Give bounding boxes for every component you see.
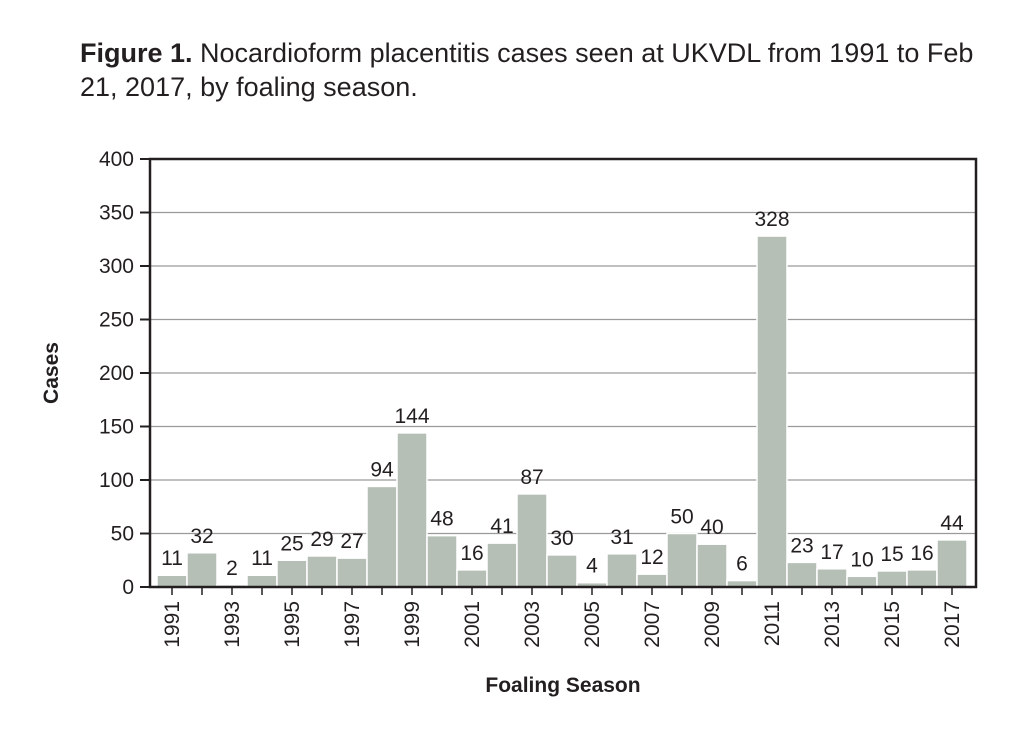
data-label-1992: 32 — [190, 525, 213, 548]
bar-2003 — [516, 493, 548, 588]
bar-2002 — [486, 542, 518, 588]
data-label-2011: 328 — [754, 208, 789, 231]
data-label-2001: 16 — [460, 542, 483, 565]
data-label-1996: 29 — [310, 528, 333, 551]
bars — [156, 235, 968, 588]
bar-2006 — [606, 553, 638, 588]
bar-2016 — [906, 569, 938, 588]
data-label-1999: 144 — [394, 405, 429, 428]
data-label-1995: 25 — [280, 532, 303, 555]
x-tick-label: 2009 — [701, 601, 724, 648]
x-tick-label: 2001 — [461, 601, 484, 648]
data-label-2016: 16 — [910, 542, 933, 565]
data-label-2010: 6 — [736, 553, 748, 576]
x-tick-label: 1995 — [281, 601, 304, 648]
data-labels: 11 32 2 11 25 29 27 94 144 48 16 41 87 30 4 31 12 50 40 6 32… — [161, 208, 964, 580]
x-tick-label: 1993 — [221, 601, 244, 648]
data-label-2009: 40 — [700, 516, 723, 539]
x-axis: 1991 1993 1995 1997 1999 2001 2003 2005 2007 2009… — [161, 587, 964, 648]
data-label-2014: 10 — [850, 548, 873, 571]
bar-2017 — [936, 539, 968, 588]
bar-2012 — [786, 561, 818, 588]
y-axis: 0 50 100 150 200 250 300 350 400 — [99, 148, 150, 599]
y-axis-title: Cases — [40, 342, 63, 404]
bar-1997 — [336, 557, 368, 588]
y-tick-label: 150 — [99, 416, 134, 439]
bar-2001 — [456, 569, 488, 588]
data-label-2012: 23 — [790, 534, 813, 557]
x-tick-label: 1999 — [401, 601, 424, 648]
x-tick-label: 2013 — [821, 601, 844, 648]
bar-2008 — [666, 532, 698, 588]
bar-1999 — [396, 432, 428, 588]
y-tick-label: 0 — [122, 576, 134, 599]
data-label-2013: 17 — [820, 541, 843, 564]
bar-1998 — [366, 485, 398, 588]
figure-caption: Figure 1. Nocardioform placentitis cases… — [80, 36, 980, 104]
bar-1992 — [186, 552, 218, 588]
bar-2009 — [696, 543, 728, 588]
data-label-1998: 94 — [370, 458, 394, 481]
x-tick-label: 2015 — [881, 601, 904, 648]
data-label-1993: 2 — [226, 557, 238, 580]
bar-1994 — [246, 574, 278, 588]
y-tick-label: 100 — [99, 469, 134, 492]
bar-2014 — [846, 575, 878, 588]
data-label-2006: 31 — [610, 526, 633, 549]
bar-1995 — [276, 559, 308, 588]
y-tick-label: 200 — [99, 362, 134, 385]
x-tick-label: 1991 — [161, 601, 184, 648]
bar-2007 — [636, 573, 668, 588]
y-tick-label: 400 — [99, 148, 134, 171]
bar-1996 — [306, 555, 338, 588]
x-axis-title: Foaling Season — [485, 674, 640, 697]
gridlines — [150, 211, 976, 535]
data-label-1997: 27 — [340, 530, 363, 553]
figure-label: Figure 1. — [80, 38, 193, 68]
data-label-2017: 44 — [940, 512, 964, 535]
data-label-1991: 11 — [161, 547, 183, 570]
x-tick-label: 2017 — [941, 601, 964, 648]
data-label-2002: 41 — [490, 515, 513, 538]
data-label-2008: 50 — [670, 506, 693, 529]
data-label-2007: 12 — [640, 546, 663, 569]
figure-caption-text: Nocardioform placentitis cases seen at U… — [80, 38, 974, 102]
bar-2015 — [876, 570, 908, 588]
bar-1991 — [156, 574, 188, 588]
y-tick-label: 300 — [99, 255, 134, 278]
x-tick-label: 1997 — [341, 601, 364, 648]
data-label-2004: 30 — [550, 527, 573, 550]
data-label-2003: 87 — [520, 466, 543, 489]
data-label-1994: 11 — [251, 547, 273, 570]
plot-frame — [148, 157, 978, 589]
y-tick-label: 250 — [99, 309, 134, 332]
x-tick-label: 2003 — [521, 601, 544, 648]
x-tick-label: 2005 — [581, 601, 604, 648]
bar-2004 — [546, 554, 578, 588]
y-tick-label: 350 — [99, 202, 134, 225]
bar-2011 — [756, 235, 788, 588]
data-label-2005: 4 — [586, 555, 598, 578]
data-label-2000: 48 — [430, 508, 453, 531]
bar-2013 — [816, 568, 848, 588]
y-tick-label: 50 — [111, 523, 134, 546]
data-label-2015: 15 — [880, 543, 903, 566]
x-tick-label: 2007 — [641, 601, 664, 648]
x-tick-label: 2011 — [761, 601, 784, 646]
bar-2000 — [426, 534, 458, 588]
